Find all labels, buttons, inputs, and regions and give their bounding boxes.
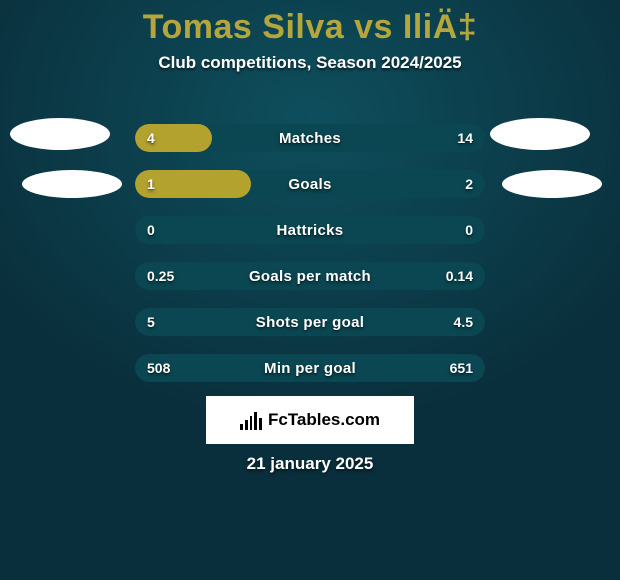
subtitle: Club competitions, Season 2024/2025 — [0, 53, 620, 73]
date-label: 21 january 2025 — [0, 454, 620, 474]
stat-label: Hattricks — [135, 216, 485, 244]
stat-label: Matches — [135, 124, 485, 152]
stats-container: 414Matches 12Goals 00Hattricks 0.250.14Goal… — [135, 124, 485, 400]
stat-row: 508651Min per goal — [135, 354, 485, 382]
bar-chart-icon — [240, 410, 262, 430]
stat-label: Shots per goal — [135, 308, 485, 336]
avatar-right-head — [490, 118, 590, 150]
avatar-right-body — [502, 170, 602, 198]
stat-row: 54.5Shots per goal — [135, 308, 485, 336]
avatar-left-body — [22, 170, 122, 198]
stat-label: Goals per match — [135, 262, 485, 290]
brand-text: FcTables.com — [268, 410, 380, 430]
avatar-left-head — [10, 118, 110, 150]
stat-row: 414Matches — [135, 124, 485, 152]
stat-row: 0.250.14Goals per match — [135, 262, 485, 290]
stat-label: Min per goal — [135, 354, 485, 382]
stat-row: 00Hattricks — [135, 216, 485, 244]
stat-label: Goals — [135, 170, 485, 198]
stat-row: 12Goals — [135, 170, 485, 198]
content-area: Tomas Silva vs IliÄ‡ Club competitions, … — [0, 0, 620, 580]
page-title: Tomas Silva vs IliÄ‡ — [0, 8, 620, 47]
brand-badge: FcTables.com — [206, 396, 414, 444]
